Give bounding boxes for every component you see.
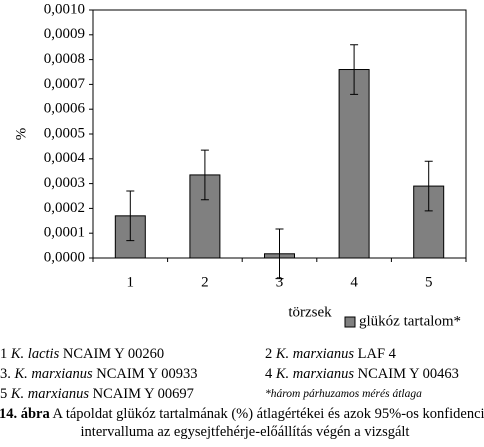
error-bar (126, 190, 135, 242)
caption-text: A tápoldat glükóz tartalmának (%) átlagé… (52, 406, 484, 440)
bar (338, 69, 370, 259)
strain-code: NCAIM Y 00463 (357, 366, 459, 382)
strain: 3. K. marxianus NCAIM Y 00933 (0, 366, 198, 382)
strain-code: LAF 4 (357, 346, 396, 362)
strain-number: 4 (265, 366, 273, 382)
strain-species: K. marxianus (14, 366, 93, 382)
legend-swatch (344, 316, 356, 328)
caption: 14. ábra A tápoldat glükóz tartalmának (… (0, 405, 484, 441)
legend-label: glükóz tartalom* (359, 313, 461, 329)
error-bar (424, 160, 433, 212)
error-bar (200, 149, 209, 201)
y-tick-label: 0,0004 (44, 150, 86, 166)
strain: 2 K. marxianus LAF 4 (265, 346, 396, 363)
footnote: *három párhuzamos mérés átlaga (265, 388, 422, 400)
x-tick-label: 3 (276, 274, 284, 290)
x-tick-label: 4 (350, 274, 358, 290)
strain: 5 K. marxianus NCAIM Y 00697 (0, 386, 194, 402)
strain: 1 K. lactis NCAIM Y 00260 (0, 346, 164, 362)
strain-code: NCAIM Y 00260 (62, 346, 165, 362)
strain-number: 1 (0, 346, 8, 362)
strain-code: NCAIM Y 00933 (96, 366, 198, 382)
plot-frame (92, 9, 467, 259)
x-tick-label: 2 (201, 274, 209, 290)
strain-row: 3. K. marxianus NCAIM Y 00933 4 K. marxi… (0, 366, 459, 383)
strain-species: K. lactis (10, 346, 60, 362)
y-tick-label: 0,0009 (44, 26, 85, 42)
y-tick-label: 0,0007 (44, 76, 86, 92)
y-tick-label: 0,0006 (44, 101, 86, 117)
strain-species: K. marxianus (275, 346, 355, 362)
x-axis-label: törzsek (288, 304, 332, 320)
x-tick-label: 1 (127, 274, 135, 290)
y-tick-label: 0,0005 (44, 125, 85, 141)
y-tick-label: 0,0002 (44, 200, 85, 216)
strain-number: 5 (0, 386, 8, 402)
y-tick-label: 0,0003 (44, 175, 85, 191)
strain-row: 5 K. marxianus NCAIM Y 00697 *három párh… (0, 386, 422, 403)
error-bar (275, 228, 284, 280)
strain-species: K. marxianus (10, 386, 90, 402)
strain-number: 2 (265, 346, 273, 362)
y-tick-label: 0,0000 (44, 249, 85, 265)
strain-number: 3. (0, 366, 11, 382)
strain-row: 1 K. lactis NCAIM Y 00260 2 K. marxianus… (0, 346, 396, 363)
x-tick-label: 5 (425, 274, 433, 290)
strain-code: NCAIM Y 00697 (92, 386, 194, 402)
strain-species: K. marxianus (275, 366, 355, 382)
y-tick-label: 0,0008 (44, 51, 85, 67)
strain: 4 K. marxianus NCAIM Y 00463 (265, 366, 459, 383)
error-bar (350, 44, 359, 95)
y-tick-label: 0,0010 (44, 1, 85, 17)
chart: % törzsek 0,0000 0,0001 0,0002 0,0003 0,0004… (13, 1, 467, 329)
caption-label: 14. ábra (0, 406, 50, 422)
y-tick-label: 0,0001 (44, 225, 85, 241)
y-axis-label: % (13, 128, 29, 141)
